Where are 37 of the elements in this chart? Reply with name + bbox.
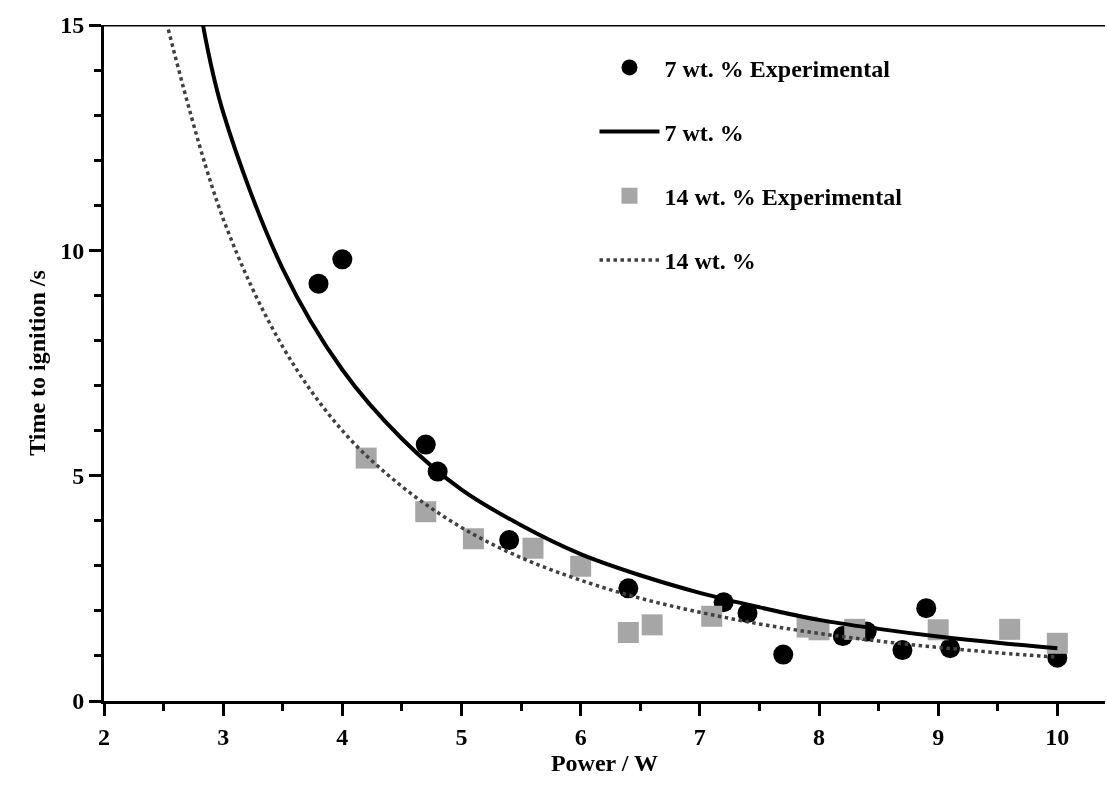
point [1046, 632, 1068, 654]
point [999, 618, 1021, 640]
point [641, 614, 663, 636]
x-tick-label: 8 [813, 723, 825, 750]
point [916, 598, 937, 619]
y-tick-label: 15 [60, 12, 85, 39]
point [701, 605, 723, 627]
point [892, 640, 913, 661]
point [617, 622, 639, 643]
point [773, 644, 794, 665]
point [415, 501, 437, 523]
point [415, 434, 436, 455]
y-tick-label: 5 [72, 463, 85, 490]
x-tick-label: 4 [336, 723, 349, 750]
point [308, 273, 329, 294]
point [570, 555, 592, 577]
point [332, 249, 353, 270]
legend-label: 14 wt. % Experimental [664, 184, 903, 211]
point [462, 528, 484, 550]
x-tick-label: 6 [574, 723, 587, 750]
y-axis-title: Time to ignition /s [24, 270, 51, 456]
point [522, 537, 544, 559]
x-tick-label: 5 [455, 723, 468, 750]
point [499, 530, 520, 551]
point [618, 578, 639, 599]
x-tick-label: 9 [932, 723, 945, 750]
legend-label: 7 wt. % Experimental [664, 55, 891, 82]
x-axis-title: Power / W [550, 749, 659, 776]
legend-label: 14 wt. % [664, 248, 756, 275]
x-tick-label: 3 [217, 723, 230, 750]
x-tick-label: 10 [1045, 723, 1070, 750]
y-tick-label: 0 [72, 688, 85, 715]
point [355, 447, 377, 469]
y-tick-label: 10 [60, 237, 85, 264]
x-tick-label: 2 [98, 723, 110, 750]
x-tick-label: 7 [693, 723, 706, 750]
legend-label: 7 wt. % [664, 119, 744, 146]
